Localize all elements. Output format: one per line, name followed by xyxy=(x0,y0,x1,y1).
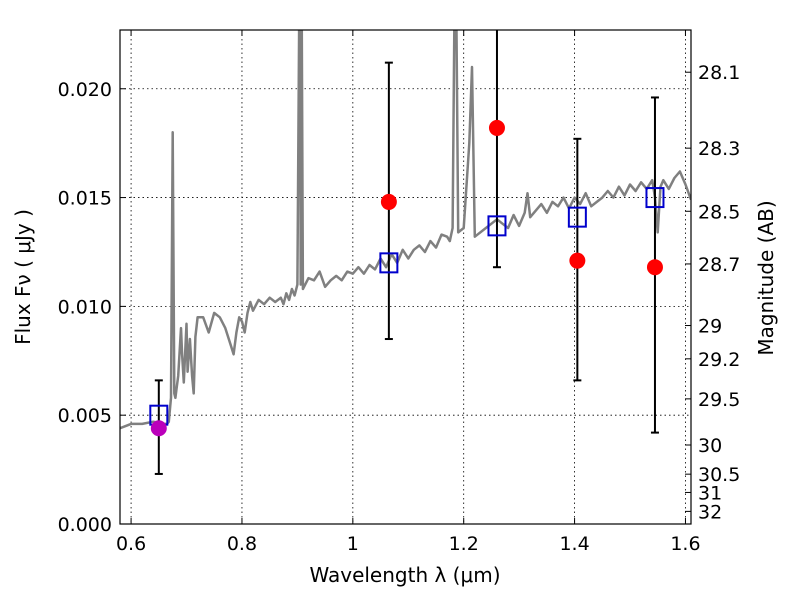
observed-photometry-dot xyxy=(380,193,397,210)
right-axis-label: Magnitude (AB) xyxy=(754,200,778,355)
x-axis-label: Wavelength λ (μm) xyxy=(309,563,500,587)
magnitude-tick-label: 32 xyxy=(698,501,722,523)
magnitude-tick-label: 29.2 xyxy=(698,349,740,371)
y-tick-label: 0.000 xyxy=(58,514,112,536)
y-tick-label: 0.005 xyxy=(58,405,112,427)
x-tick-label: 0.8 xyxy=(227,533,257,555)
observed-photometry-dot xyxy=(150,420,167,437)
magnitude-tick-label: 28.1 xyxy=(698,62,740,84)
model-photometry-square xyxy=(567,206,587,228)
magnitude-tick-label: 28.7 xyxy=(698,254,740,276)
observed-photometry-dot xyxy=(646,259,663,276)
magnitude-tick-label: 28.3 xyxy=(698,138,740,160)
x-tick-label: 1 xyxy=(347,533,359,555)
x-tick-label: 1.2 xyxy=(449,533,479,555)
y-tick-label: 0.020 xyxy=(58,79,112,101)
model-spectrum-line xyxy=(120,30,691,430)
magnitude-tick-label: 29.5 xyxy=(698,389,740,411)
observed-photometry-dots xyxy=(150,119,663,437)
magnitude-tick-label: 31 xyxy=(698,482,722,504)
magnitude-tick-label: 28.5 xyxy=(698,201,740,223)
x-tick-label: 0.6 xyxy=(116,533,146,555)
y-tick-label: 0.010 xyxy=(58,296,112,318)
observed-photometry-dot xyxy=(569,252,586,269)
model-photometry-squares xyxy=(149,187,665,426)
observed-photometry-dot xyxy=(488,119,505,136)
magnitude-tick-label: 29 xyxy=(698,316,722,338)
y-axis-ticks: 0.000 0.005 0.010 0.015 0.020 xyxy=(58,79,126,536)
x-tick-label: 1.4 xyxy=(559,533,589,555)
x-tick-label: 1.6 xyxy=(670,533,700,555)
x-axis-ticks: 0.6 0.8 1 1.2 1.4 1.6 xyxy=(116,30,701,555)
model-photometry-square xyxy=(379,252,399,274)
gridlines xyxy=(120,30,691,524)
plot-area-content xyxy=(120,30,691,475)
y-axis-label: Flux Fν ( μJy ) xyxy=(11,209,35,345)
model-photometry-square xyxy=(487,215,507,237)
plot-frame xyxy=(119,29,692,525)
model-photometry-square xyxy=(645,187,665,209)
y-tick-label: 0.015 xyxy=(58,188,112,210)
magnitude-tick-label: 30 xyxy=(698,435,722,457)
error-bars xyxy=(154,30,659,475)
magnitude-tick-label: 30.5 xyxy=(698,464,740,486)
